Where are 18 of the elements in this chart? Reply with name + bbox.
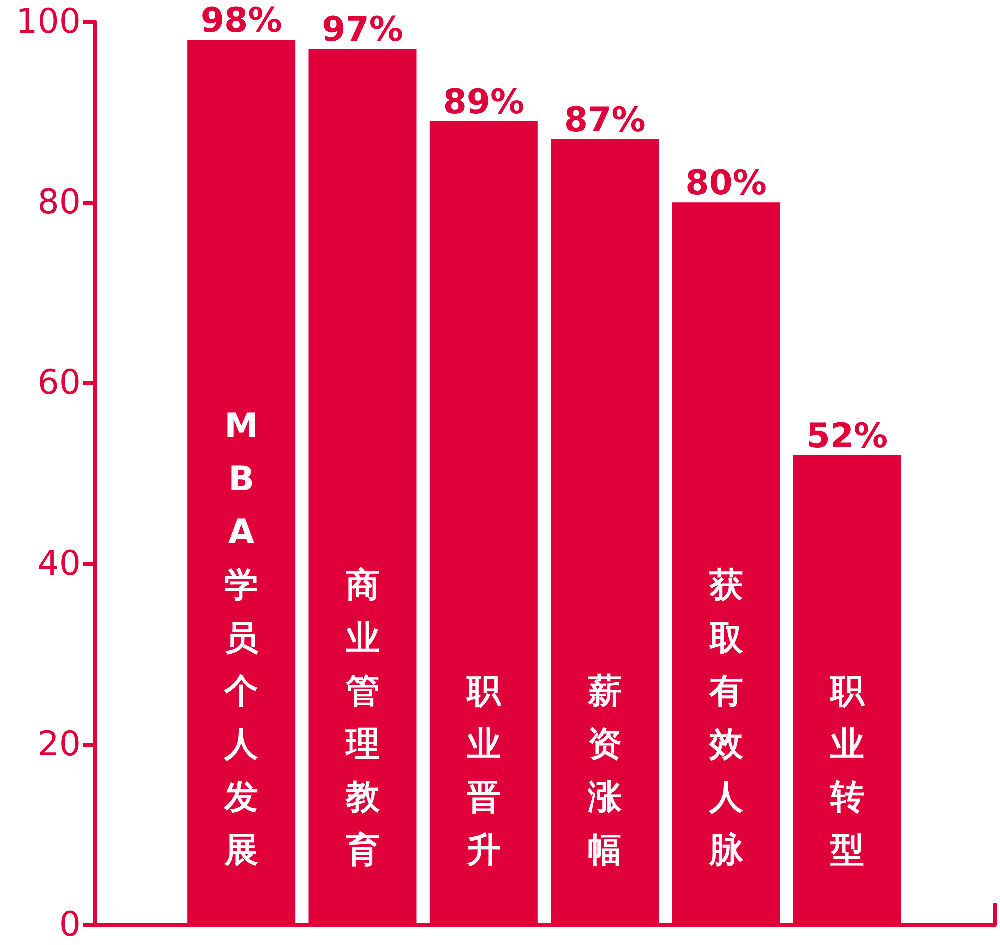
data-label: 98%	[200, 1, 282, 42]
data-label: 52%	[806, 416, 888, 456]
category-label: MBA学员个人发展	[224, 406, 259, 870]
y-tick-label: 80	[38, 182, 81, 223]
data-label: 89%	[443, 82, 525, 122]
x-tick-label: 薪资涨幅	[587, 672, 624, 870]
y-tick-label: 60	[38, 363, 81, 404]
x-tick-label: 获取有效人脉	[708, 566, 744, 870]
data-label: 97%	[322, 10, 404, 50]
x-tick-label: 职业转型	[829, 672, 866, 870]
data-label: 80%	[686, 164, 767, 204]
y-tick-label: 20	[38, 724, 81, 764]
y-tick-label: 100	[16, 2, 81, 42]
y-tick-label: 40	[38, 544, 81, 584]
data-label: 87%	[564, 100, 646, 140]
x-tick-label: 职业晋升	[466, 672, 502, 870]
y-tick-label: 0	[59, 905, 81, 945]
x-tick-label: 商业管理教育	[344, 566, 381, 870]
